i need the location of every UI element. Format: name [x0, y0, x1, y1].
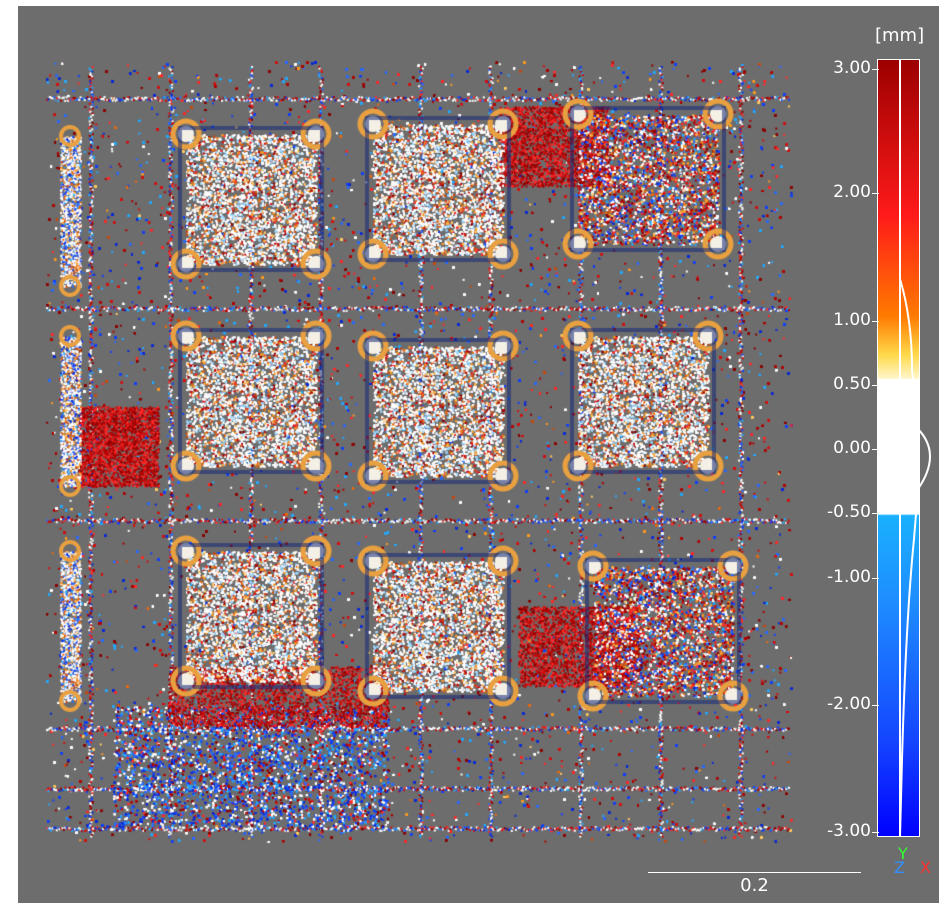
axis-x-label: X — [920, 858, 931, 877]
colorbar-tick: -0.50 — [807, 502, 879, 522]
axes-gizmo[interactable]: Y Z X — [880, 844, 939, 896]
point-cloud-deviation-map[interactable] — [18, 6, 939, 903]
colorbar-tick: -3.00 — [807, 821, 879, 841]
colorbar-tick: 0.00 — [807, 438, 879, 458]
scale-bar-label: 0.2 — [740, 875, 769, 896]
axis-z-label: Z — [894, 858, 905, 877]
deviation-colorbar — [877, 59, 920, 837]
colorbar-tick: -2.00 — [807, 694, 879, 714]
deviation-histogram — [899, 59, 931, 837]
colorbar-tick: 0.50 — [807, 374, 879, 394]
3d-viewport[interactable]: [mm] 3.00 2.00 1.00 0.50 0.00 -0.50 -1.0… — [18, 6, 939, 903]
scale-bar — [648, 872, 861, 873]
colorbar-tick: 2.00 — [807, 182, 879, 202]
colorbar-tick: 1.00 — [807, 310, 879, 330]
colorbar-unit-label: [mm] — [875, 25, 925, 46]
axis-y-label: Y — [898, 844, 908, 863]
colorbar-tick: -1.00 — [807, 567, 879, 587]
colorbar-tick: 3.00 — [807, 58, 879, 78]
